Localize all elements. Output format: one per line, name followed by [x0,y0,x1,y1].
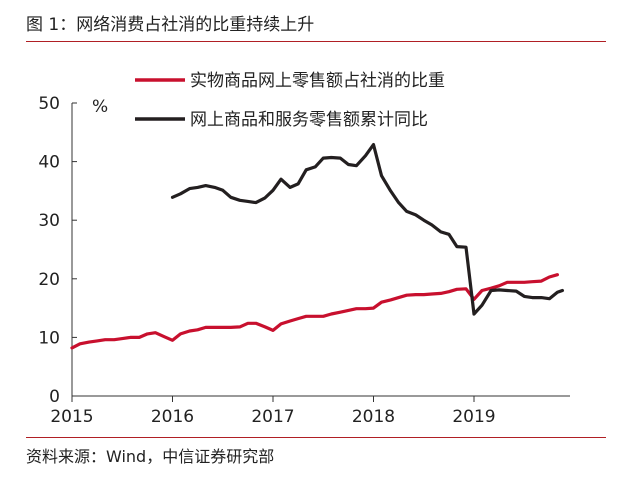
legend-label-2: 网上商品和服务零售额累计同比 [190,110,428,130]
y-tick-label: 40 [38,153,60,173]
y-tick-label: 50 [38,94,60,114]
y-tick-label: 30 [38,211,60,231]
x-tick-label: 2015 [50,407,93,427]
y-unit-label: % [92,97,108,117]
y-tick-label: 20 [38,270,60,290]
x-tick-label: 2019 [452,407,495,427]
x-tick-label: 2016 [151,407,194,427]
axes: 0 10 20 30 40 50 % 2015 2016 2017 2018 2019 [38,94,570,427]
legend-label-1: 实物商品网上零售额占社消的比重 [190,71,445,91]
x-tick-label: 2017 [251,407,294,427]
series-lines [70,143,564,350]
y-tick-label: 10 [38,328,60,348]
title-rule [26,41,606,42]
y-tick-label: 0 [49,387,60,407]
figure-source: 资料来源：Wind，中信证券研究部 [26,447,275,466]
series-line-2 [170,143,564,316]
source-rule [26,437,606,438]
series-line-1 [70,273,559,350]
x-tick-label: 2018 [352,407,395,427]
figure-title: 图 1：网络消费占社消的比重持续上升 [26,15,315,35]
